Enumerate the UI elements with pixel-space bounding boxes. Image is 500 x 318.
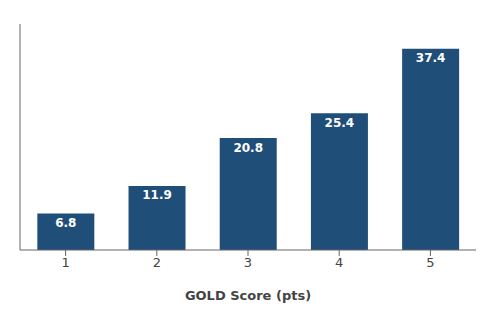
svg-text:1: 1	[61, 255, 69, 270]
svg-text:5: 5	[426, 255, 434, 270]
svg-text:11.9: 11.9	[142, 188, 172, 202]
svg-text:2: 2	[153, 255, 161, 270]
svg-text:20.8: 20.8	[233, 141, 263, 155]
svg-text:6.8: 6.8	[55, 216, 76, 230]
svg-text:4: 4	[335, 255, 343, 270]
svg-text:3: 3	[244, 255, 252, 270]
svg-text:25.4: 25.4	[325, 116, 355, 130]
svg-text:GOLD Score (pts): GOLD Score (pts)	[185, 288, 311, 303]
svg-text:37.4: 37.4	[416, 51, 446, 65]
